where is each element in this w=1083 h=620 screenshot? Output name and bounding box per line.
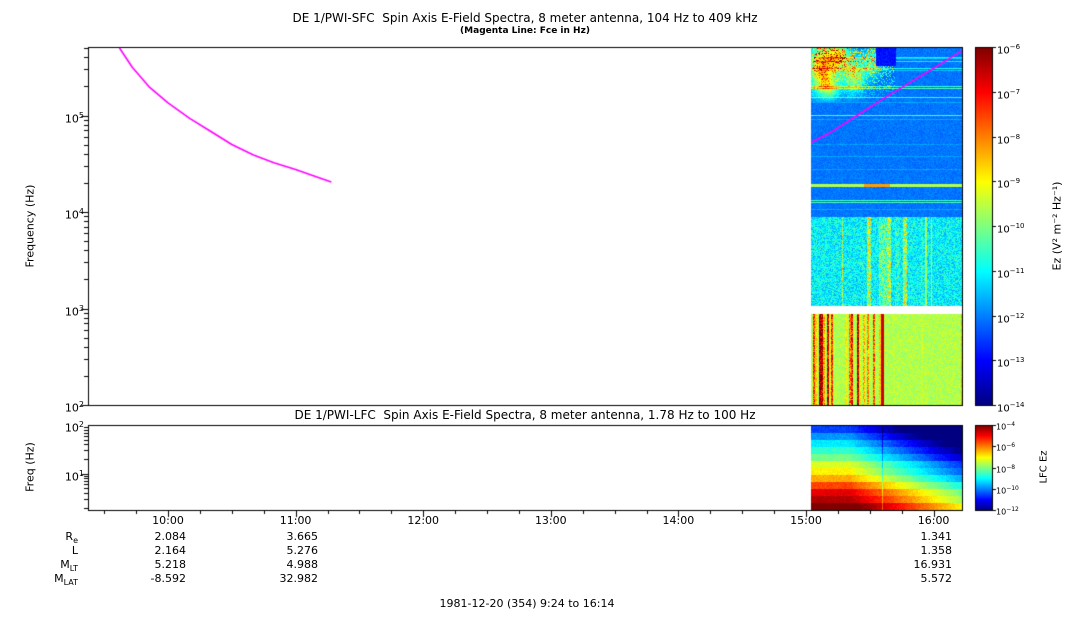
sfc-colorbar-tick-label: 10−14	[997, 401, 1025, 415]
ephemeris-value: 5.276	[286, 544, 319, 557]
x-tick-label: 15:00	[790, 514, 822, 527]
ephemeris-value: 5.572	[920, 572, 953, 585]
ephemeris-value: 3.665	[286, 530, 319, 543]
sfc-y-tick-label: 102	[64, 400, 84, 415]
x-tick-label: 10:00	[152, 514, 184, 527]
ephemeris-label-re: Re	[65, 530, 78, 546]
sfc-colorbar-tick-label: 10−6	[997, 43, 1021, 57]
ephemeris-value: 5.218	[154, 558, 187, 571]
ephemeris-value: 2.084	[154, 530, 187, 543]
sfc-colorbar-tick-label: 10−8	[997, 132, 1021, 146]
ephemeris-value: 16.931	[913, 558, 953, 571]
lfc-colorbar-tick-label: 10−8	[996, 463, 1016, 475]
lfc-y-tick-label: 101	[64, 468, 84, 484]
sfc-colorbar-tick-label: 10−13	[997, 356, 1025, 370]
sfc-colorbar-tick-label: 10−9	[997, 177, 1021, 191]
ephemeris-value: 1.341	[920, 530, 953, 543]
sfc-y-axis-label: Frequency (Hz)	[23, 184, 37, 268]
ephemeris-label-mlt: MLT	[60, 558, 78, 574]
ephemeris-row-mlat: MLAT -8.592 32.982 5.572	[0, 572, 1083, 588]
ephemeris-value: 32.982	[279, 572, 319, 585]
ephemeris-value: -8.592	[150, 572, 186, 585]
x-tick-label: 12:00	[407, 514, 440, 527]
x-tick-label: 16:00	[917, 514, 950, 527]
lfc-colorbar-tick-label: 10−10	[996, 484, 1019, 496]
sfc-y-tick-label: 105	[64, 110, 84, 126]
footer-date-range: 1981-12-20 (354) 9:24 to 16:14	[439, 597, 615, 610]
lfc-y-axis-label: Freq (Hz)	[23, 442, 37, 492]
lfc-colorbar-label: LFC Ez	[1038, 450, 1050, 484]
ephemeris-label-mlat: MLAT	[54, 572, 78, 588]
sfc-subtitle: (Magenta Line: Fce in Hz)	[460, 26, 590, 36]
ephemeris-row-l: L 2.164 5.276 1.358	[0, 544, 1083, 558]
sfc-colorbar-label: Ez (V² m⁻² Hz⁻¹)	[1050, 181, 1064, 271]
sfc-colorbar-tick-label: 10−10	[997, 222, 1025, 236]
ephemeris-value: 2.164	[154, 544, 187, 557]
sfc-y-tick-label: 104	[64, 207, 84, 222]
sfc-colorbar-tick-label: 10−12	[997, 311, 1025, 325]
lfc-title: DE 1/PWI-LFC Spin Axis E-Field Spectra, …	[294, 408, 756, 422]
sfc-y-tick-label: 103	[64, 303, 84, 319]
ephemeris-row-re: Re 2.084 3.665 1.341	[0, 530, 1083, 546]
ephemeris-label-l: L	[71, 544, 78, 557]
lfc-colorbar-tick-label: 10−4	[996, 421, 1016, 432]
x-tick-label: 14:00	[662, 514, 695, 527]
x-tick-label: 13:00	[534, 514, 567, 527]
ephemeris-value: 1.358	[920, 544, 953, 557]
sfc-title: DE 1/PWI-SFC Spin Axis E-Field Spectra, …	[292, 11, 758, 25]
lfc-colorbar-tick-label: 10−6	[996, 442, 1016, 453]
lfc-y-tick-label: 102	[64, 420, 84, 435]
ephemeris-value: 4.988	[286, 558, 319, 571]
sfc-colorbar-tick-label: 10−7	[997, 87, 1021, 102]
lfc-colorbar-tick-label: 10−12	[996, 506, 1019, 517]
x-tick-label: 11:00	[279, 514, 312, 527]
sfc-colorbar-tick-label: 10−11	[997, 266, 1025, 281]
ephemeris-row-mlt: MLT 5.218 4.988 16.931	[0, 558, 1083, 574]
